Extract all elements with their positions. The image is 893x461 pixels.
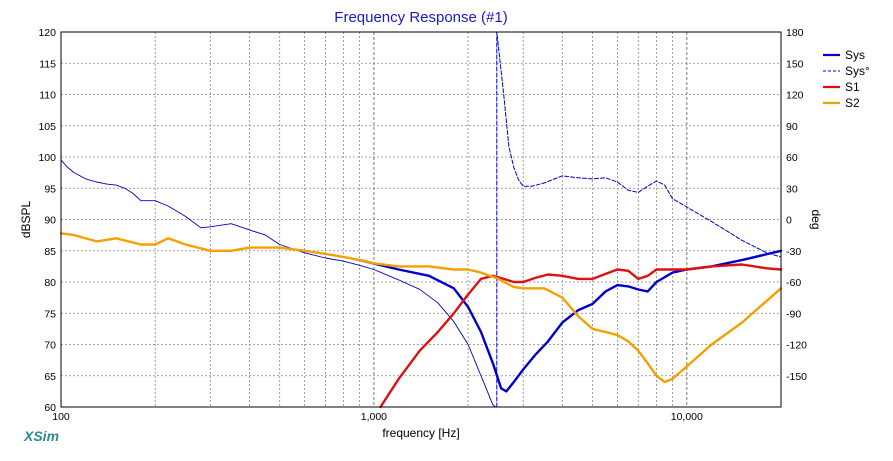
y-tick-label: 80: [44, 277, 56, 289]
y2-tick-label: 150: [786, 58, 804, 70]
y-tick-label: 115: [39, 58, 56, 70]
legend-label: S1: [845, 80, 860, 94]
legend-label: Sys: [845, 48, 865, 62]
y-tick-label: 70: [44, 340, 56, 352]
series-line-s2: [59, 232, 783, 384]
y2-tick-label: -90: [786, 308, 801, 320]
y2-tick-label: 0: [786, 215, 792, 227]
y-tick-label: 85: [44, 246, 56, 258]
series-line-sys: [358, 249, 783, 393]
y-tick-label: 95: [44, 183, 56, 195]
y-tick-label: 120: [38, 27, 56, 39]
app-logo-text: XSim: [24, 428, 60, 444]
y-tick-label: 75: [44, 308, 56, 320]
y2-tick-label: 120: [786, 90, 804, 102]
y2-tick-label: 90: [786, 121, 798, 133]
y-axis-label: dBSPL: [19, 200, 33, 238]
series-line-sys-phase: [60, 159, 497, 408]
y-tick-label: 105: [38, 121, 56, 133]
y2-tick-label: -150: [786, 371, 807, 383]
legend-label: S2: [845, 96, 860, 110]
y2-axis-label: deg: [809, 209, 823, 229]
y-tick-label: 65: [44, 371, 56, 383]
x-tick-label: 100: [52, 411, 70, 423]
x-tick-label: 1,000: [361, 411, 387, 423]
y2-tick-label: 180: [786, 27, 804, 39]
y2-tick-label: 60: [786, 152, 798, 164]
plot-frame: [60, 31, 782, 408]
y2-tick-label: -60: [786, 277, 801, 289]
y2-tick-label: 30: [786, 183, 798, 195]
x-tick-label: 10,000: [671, 411, 703, 423]
y-tick-label: 90: [44, 215, 56, 227]
legend-label: Sys°: [845, 64, 870, 78]
series-line-s1: [379, 263, 783, 409]
y-tick-label: 110: [39, 90, 56, 102]
y2-tick-label: -120: [786, 340, 807, 352]
y-tick-label: 60: [44, 402, 56, 414]
chart-title: Frequency Response (#1): [334, 9, 507, 26]
x-axis-label: frequency [Hz]: [382, 426, 459, 440]
y2-tick-label: -30: [786, 246, 801, 258]
series-line-sys-phase: [496, 31, 782, 408]
y-tick-label: 100: [38, 152, 56, 164]
